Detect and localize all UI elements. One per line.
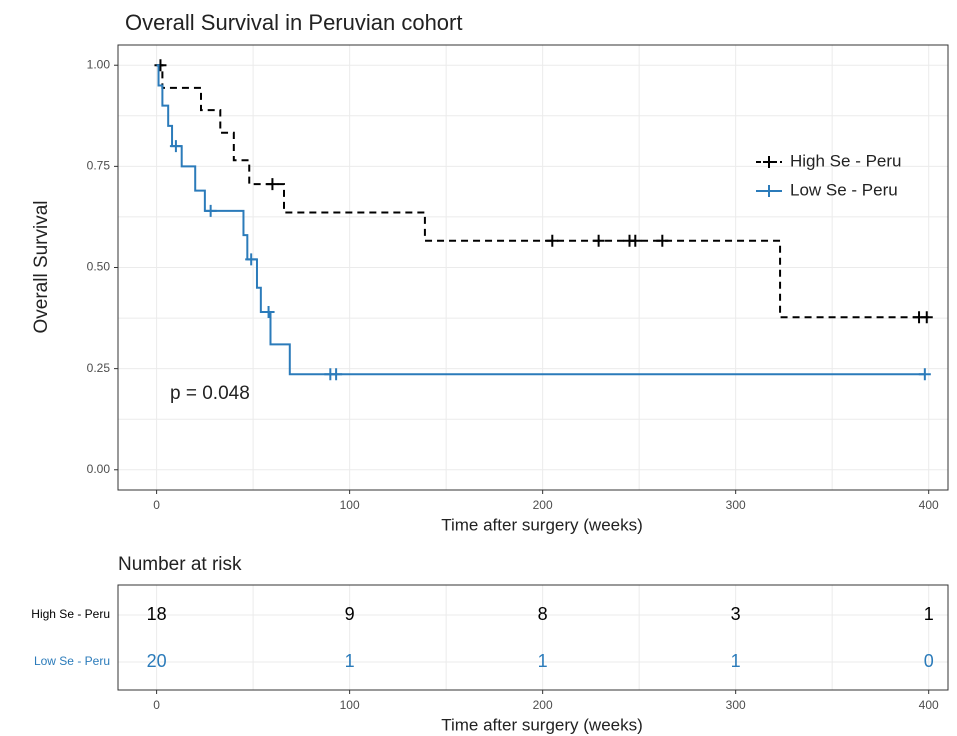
risk-count: 3 bbox=[731, 604, 741, 624]
legend-swatch-mark bbox=[763, 156, 775, 168]
x-tick-label: 200 bbox=[533, 498, 553, 512]
risk-count: 0 bbox=[924, 651, 934, 671]
censor-mark bbox=[920, 311, 933, 324]
x-tick-label: 100 bbox=[340, 498, 360, 512]
risk-count: 18 bbox=[147, 604, 167, 624]
risk-count: 1 bbox=[538, 651, 548, 671]
risk-count: 1 bbox=[924, 604, 934, 624]
risk-count: 20 bbox=[147, 651, 167, 671]
risk-count: 9 bbox=[345, 604, 355, 624]
risk-count: 8 bbox=[538, 604, 548, 624]
y-axis-label: Overall Survival bbox=[31, 200, 52, 333]
legend-label: High Se - Peru bbox=[790, 151, 902, 170]
x-tick-label: 300 bbox=[726, 698, 746, 712]
x-tick-label: 0 bbox=[153, 698, 160, 712]
censor-mark bbox=[266, 178, 279, 191]
risk-row-label: High Se - Peru bbox=[31, 607, 110, 621]
y-tick-label: 0.50 bbox=[87, 260, 111, 274]
legend-swatch-mark bbox=[763, 185, 775, 197]
x-tick-label: 100 bbox=[340, 698, 360, 712]
censor-mark bbox=[546, 234, 559, 247]
censor-mark bbox=[330, 368, 343, 381]
censor-mark bbox=[245, 253, 258, 266]
risk-table-title: Number at risk bbox=[118, 554, 242, 575]
y-tick-label: 1.00 bbox=[87, 57, 111, 71]
chart-title: Overall Survival in Peruvian cohort bbox=[125, 10, 462, 35]
risk-count: 1 bbox=[345, 651, 355, 671]
x-tick-label: 400 bbox=[919, 698, 939, 712]
risk-table-border bbox=[117, 584, 949, 691]
censor-mark bbox=[656, 234, 669, 247]
x-axis-label: Time after surgery (weeks) bbox=[441, 515, 643, 534]
survival-line bbox=[156, 64, 929, 319]
legend-label: Low Se - Peru bbox=[790, 180, 898, 199]
y-tick-label: 0.75 bbox=[87, 159, 111, 173]
censor-mark bbox=[629, 234, 642, 247]
risk-row-label: Low Se - Peru bbox=[34, 654, 110, 668]
x-tick-label: 300 bbox=[726, 498, 746, 512]
censor-mark bbox=[204, 204, 217, 217]
survival-line bbox=[156, 64, 925, 376]
censor-mark bbox=[154, 59, 167, 72]
censor-mark bbox=[262, 306, 275, 318]
x-tick-label: 200 bbox=[533, 698, 553, 712]
y-tick-label: 0.00 bbox=[87, 462, 111, 476]
censor-mark bbox=[169, 140, 182, 153]
x-tick-label: 400 bbox=[919, 498, 939, 512]
x-tick-label: 0 bbox=[153, 498, 160, 512]
censor-mark bbox=[918, 368, 931, 381]
censor-mark bbox=[592, 234, 605, 247]
p-value: p = 0.048 bbox=[170, 383, 250, 404]
y-tick-label: 0.25 bbox=[87, 361, 111, 375]
risk-count: 1 bbox=[731, 651, 741, 671]
risk-x-axis-label: Time after surgery (weeks) bbox=[441, 715, 643, 734]
